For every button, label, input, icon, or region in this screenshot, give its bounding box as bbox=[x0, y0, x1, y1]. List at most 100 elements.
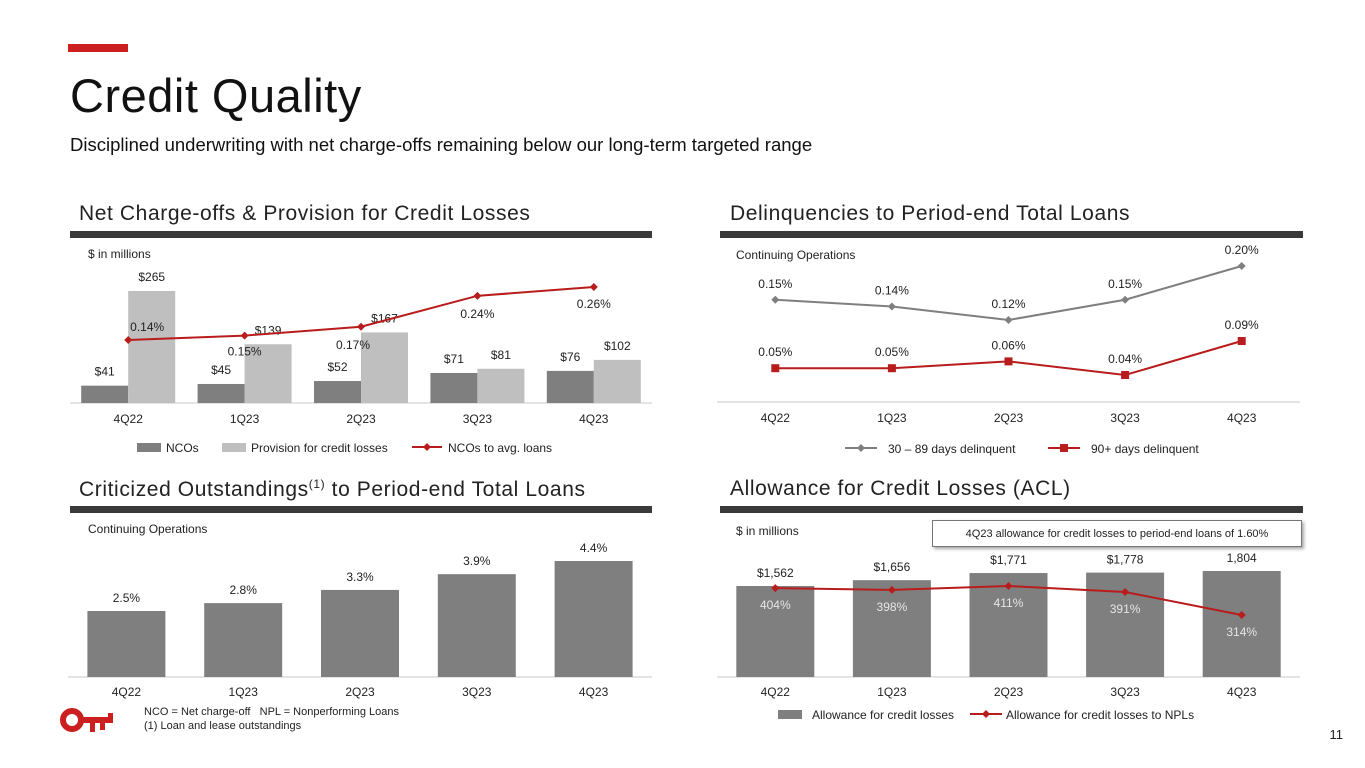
nco-bar-label: $71 bbox=[444, 352, 464, 366]
crit-bar bbox=[437, 574, 516, 677]
legend-90plus-label: 90+ days delinquent bbox=[1091, 442, 1199, 456]
delinq-90plus-marker bbox=[771, 364, 780, 373]
crit-title-footnote-mark: (1) bbox=[308, 477, 326, 491]
delinq-30-89-label: 0.15% bbox=[758, 277, 792, 291]
delinq-90plus-marker bbox=[887, 364, 896, 373]
crit-x-tick-label: 4Q22 bbox=[112, 685, 142, 699]
crit-title-rule bbox=[70, 506, 652, 513]
acl-callout: 4Q23 allowance for credit losses to peri… bbox=[932, 520, 1302, 547]
footnotes: NCO = Net charge-off NPL = Nonperforming… bbox=[144, 705, 399, 733]
crit-chart-title: Criticized Outstandings(1) to Period-end… bbox=[79, 477, 586, 502]
acl-npl-marker bbox=[887, 585, 896, 594]
crit-bar-label: 3.3% bbox=[346, 570, 374, 584]
acl-x-tick-label: 4Q23 bbox=[1227, 685, 1257, 699]
acl-bar-label: $1,771 bbox=[990, 553, 1027, 567]
acl-title-rule bbox=[720, 506, 1303, 513]
nco-bar bbox=[197, 383, 245, 403]
acl-bar bbox=[852, 580, 931, 677]
delinq-x-tick-label: 4Q23 bbox=[1227, 411, 1257, 425]
nco-ratio-marker bbox=[240, 331, 249, 340]
nco-ratio-label: 0.24% bbox=[460, 307, 494, 321]
nco-ratio-label: 0.15% bbox=[228, 345, 262, 359]
legend-ncos-label: NCOs bbox=[166, 441, 199, 455]
acl-npl-label: 391% bbox=[1110, 602, 1141, 616]
delinq-30-89-label: 0.12% bbox=[991, 297, 1025, 311]
delinq-30-89-label: 0.14% bbox=[875, 284, 909, 298]
provision-bar-label: $102 bbox=[604, 339, 631, 353]
acl-x-tick-label: 2Q23 bbox=[994, 685, 1024, 699]
provision-bar-label: $265 bbox=[138, 270, 165, 284]
acl-bar bbox=[736, 586, 815, 677]
delinq-30-89-marker bbox=[887, 302, 896, 311]
crit-bar-label: 3.9% bbox=[463, 554, 491, 568]
nco-bar bbox=[81, 385, 129, 403]
acl-chart-title: Allowance for Credit Losses (ACL) bbox=[730, 477, 1071, 500]
footnote-abbreviations: NCO = Net charge-off NPL = Nonperforming… bbox=[144, 706, 399, 718]
crit-bar bbox=[87, 611, 166, 677]
delinq-30-89-marker bbox=[1237, 262, 1246, 270]
delinq-90plus-label: 0.05% bbox=[758, 345, 792, 359]
acl-npl-label: 411% bbox=[994, 596, 1024, 610]
crit-bar-label: 2.5% bbox=[113, 591, 141, 605]
accent-bar bbox=[68, 44, 128, 52]
legend-acl-npl-label: Allowance for credit losses to NPLs bbox=[1006, 708, 1194, 722]
nco-ratio-marker bbox=[357, 322, 365, 331]
legend-90plus-marker bbox=[1060, 444, 1068, 452]
nco-bar-label: $41 bbox=[95, 365, 115, 379]
acl-npl-marker bbox=[1237, 611, 1246, 619]
provision-bar bbox=[477, 368, 525, 403]
nco-ratio-marker bbox=[589, 283, 598, 291]
delinq-x-tick-label: 4Q22 bbox=[761, 411, 791, 425]
nco-x-tick-label: 1Q23 bbox=[230, 412, 260, 426]
crit-bar bbox=[554, 561, 633, 677]
nco-unit-note: $ in millions bbox=[88, 247, 151, 261]
acl-bar-label: $1,656 bbox=[874, 560, 911, 574]
crit-bar bbox=[204, 603, 283, 677]
delinq-x-tick-label: 3Q23 bbox=[1110, 411, 1140, 425]
acl-bar-label: $1,778 bbox=[1107, 553, 1144, 567]
crit-bar-label: 2.8% bbox=[230, 583, 258, 597]
acl-npl-label: 314% bbox=[1226, 625, 1257, 639]
page-number: 11 bbox=[1329, 727, 1344, 742]
acl-npl-label: 398% bbox=[877, 600, 908, 614]
acl-npl-marker bbox=[1004, 582, 1013, 590]
delinq-90plus-label: 0.06% bbox=[991, 338, 1025, 352]
delinq-30-89-marker bbox=[771, 295, 780, 304]
acl-npl-marker bbox=[771, 584, 780, 593]
acl-npl-label: 404% bbox=[760, 598, 791, 612]
provision-bar bbox=[361, 332, 408, 403]
delinq-30-89-marker bbox=[1004, 316, 1013, 324]
nco-x-tick-label: 4Q23 bbox=[579, 412, 609, 426]
delinq-90plus-marker bbox=[1237, 337, 1246, 345]
nco-chart-title: Net Charge-offs & Provision for Credit L… bbox=[79, 202, 531, 225]
acl-unit-note: $ in millions bbox=[736, 524, 799, 538]
provision-bar bbox=[128, 291, 176, 403]
acl-x-tick-label: 4Q22 bbox=[761, 685, 791, 699]
delinq-90plus-label: 0.04% bbox=[1108, 352, 1142, 366]
acl-bar bbox=[969, 573, 1048, 677]
provision-bar bbox=[593, 359, 641, 403]
delinq-x-tick-label: 1Q23 bbox=[877, 411, 907, 425]
acl-bar bbox=[1202, 571, 1281, 677]
acl-x-tick-label: 1Q23 bbox=[877, 685, 907, 699]
delinq-chart-title: Delinquencies to Period-end Total Loans bbox=[730, 202, 1131, 225]
legend-ratio-label: NCOs to avg. loans bbox=[448, 441, 552, 455]
legend-provision-label: Provision for credit losses bbox=[251, 441, 388, 455]
crit-unit-note: Continuing Operations bbox=[88, 522, 207, 536]
footnote-1: (1) Loan and lease outstandings bbox=[144, 720, 302, 732]
nco-ratio-marker bbox=[124, 336, 133, 344]
acl-npl-marker bbox=[1121, 587, 1130, 596]
crit-title-rest: to Period-end Total Loans bbox=[325, 478, 586, 501]
legend-acl-label: Allowance for credit losses bbox=[812, 708, 954, 722]
page-subtitle: Disciplined underwriting with net charge… bbox=[70, 134, 813, 155]
delinq-30-89-label: 0.15% bbox=[1108, 277, 1142, 291]
nco-bar bbox=[314, 381, 361, 403]
crit-x-tick-label: 1Q23 bbox=[229, 685, 259, 699]
legend-30-89-label: 30 – 89 days delinquent bbox=[888, 442, 1016, 456]
provision-bar-label: $81 bbox=[491, 348, 511, 362]
nco-bar-label: $76 bbox=[560, 350, 580, 364]
